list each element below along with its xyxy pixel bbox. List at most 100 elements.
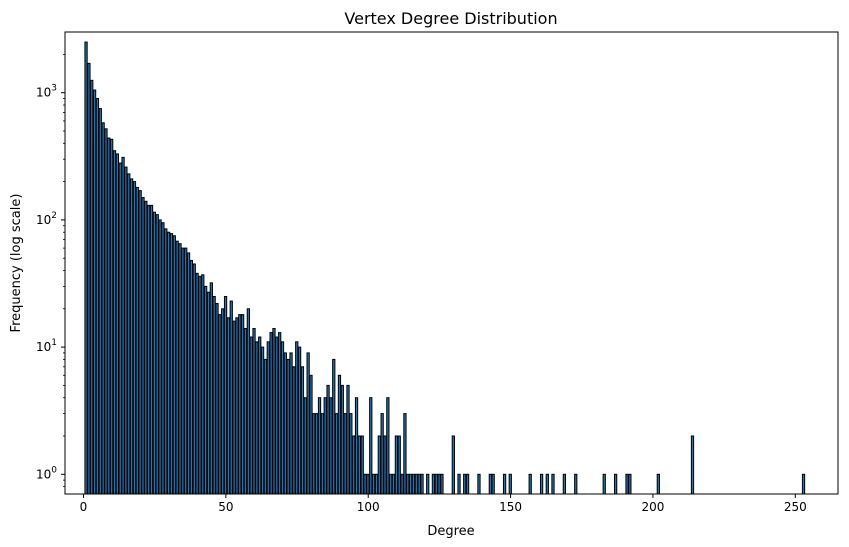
bar	[346, 384, 350, 495]
bar	[198, 275, 202, 495]
bar	[690, 435, 695, 495]
bar	[371, 473, 376, 495]
bar	[363, 473, 367, 495]
bar	[223, 295, 228, 495]
bar	[235, 317, 239, 495]
bar	[292, 366, 296, 495]
bar	[417, 473, 421, 495]
bar	[181, 247, 185, 495]
bar	[238, 314, 242, 495]
y-tick-label: 102	[36, 211, 57, 227]
bar	[266, 341, 270, 495]
bar	[275, 336, 279, 495]
bar	[278, 332, 282, 495]
bar	[491, 473, 495, 495]
bar	[112, 150, 117, 495]
bar	[206, 291, 211, 495]
bar	[147, 204, 151, 495]
bar	[411, 473, 416, 495]
y-axis-label: Frequency (log scale)	[9, 194, 24, 333]
bar	[315, 413, 319, 495]
bar	[502, 473, 507, 495]
bar	[135, 186, 139, 495]
bar	[215, 303, 219, 495]
bar	[204, 285, 208, 495]
bar	[332, 358, 336, 495]
bar	[212, 295, 216, 495]
x-tick-label: 0	[80, 500, 88, 514]
bar	[226, 317, 231, 495]
bar	[286, 358, 290, 495]
bar	[249, 336, 253, 495]
bar	[295, 341, 299, 495]
bar	[92, 89, 97, 495]
bar	[144, 200, 148, 495]
bar	[241, 314, 245, 495]
bar	[539, 473, 544, 495]
x-tick-label: 100	[357, 500, 380, 514]
bar	[138, 190, 142, 495]
bar	[306, 352, 310, 495]
bar	[602, 473, 606, 495]
bar	[377, 435, 381, 495]
bar	[104, 128, 108, 495]
bar	[101, 122, 105, 495]
bar	[477, 473, 481, 495]
bar	[329, 397, 333, 495]
bar	[337, 374, 342, 495]
bar	[340, 384, 344, 495]
bar	[409, 473, 413, 495]
bar	[110, 138, 114, 495]
bar	[232, 320, 236, 495]
bar	[152, 211, 157, 495]
y-tick-label: 103	[36, 84, 57, 100]
bar	[406, 473, 410, 495]
bar	[124, 166, 128, 495]
bar	[312, 413, 316, 495]
bar	[164, 228, 168, 495]
bar	[95, 98, 100, 495]
bar	[451, 435, 455, 495]
bar	[656, 473, 660, 495]
bar	[349, 413, 353, 495]
bar	[354, 397, 359, 495]
bar	[426, 473, 430, 495]
bar	[118, 162, 122, 495]
bar	[243, 328, 248, 495]
bar	[420, 473, 424, 495]
bar	[189, 259, 194, 495]
bar	[184, 247, 188, 495]
bar	[129, 178, 134, 495]
bar	[317, 397, 322, 495]
bar	[323, 397, 327, 495]
bar	[263, 358, 268, 495]
bar	[403, 413, 407, 495]
x-tick-label: 250	[784, 500, 807, 514]
bars-group	[84, 41, 806, 495]
x-tick-label: 200	[641, 500, 664, 514]
bar	[437, 473, 441, 495]
bar	[303, 397, 307, 495]
bar	[107, 137, 111, 495]
bar	[431, 473, 436, 495]
bar	[269, 332, 273, 495]
x-axis: 0 50 100 150 200 250	[80, 494, 807, 514]
bar	[252, 328, 256, 495]
bar	[380, 413, 384, 495]
y-tick-label: 100	[36, 465, 57, 481]
x-tick-label: 150	[499, 500, 522, 514]
bar	[369, 397, 373, 495]
bar	[289, 352, 293, 495]
bar	[272, 328, 276, 495]
bar	[400, 473, 404, 495]
bar	[141, 196, 145, 495]
bar	[84, 41, 88, 495]
chart-title: Vertex Degree Distribution	[344, 9, 557, 28]
bar	[391, 473, 396, 495]
bar	[260, 346, 265, 495]
bar	[614, 473, 618, 495]
x-axis-label: Degree	[427, 524, 474, 539]
bar	[352, 435, 356, 495]
bar	[434, 473, 438, 495]
